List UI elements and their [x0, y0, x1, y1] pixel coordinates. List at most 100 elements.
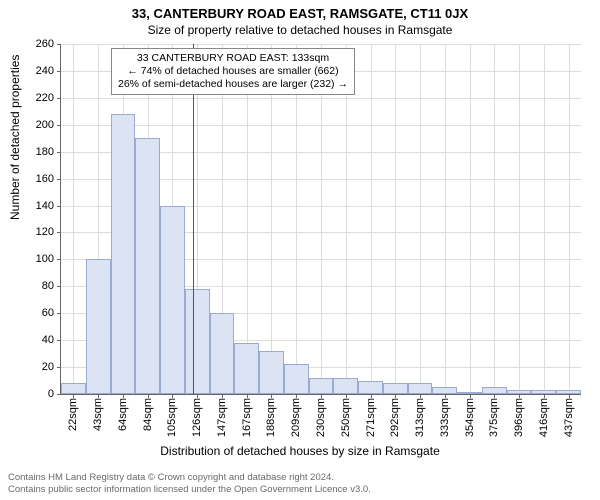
ytick-mark — [57, 71, 61, 72]
histogram-bar — [457, 392, 482, 394]
ytick-mark — [57, 179, 61, 180]
title-sub: Size of property relative to detached ho… — [0, 21, 600, 37]
ytick-mark — [57, 340, 61, 341]
gridline-v — [296, 44, 297, 394]
ytick-label: 200 — [0, 119, 54, 131]
ytick-label: 120 — [0, 226, 54, 238]
ytick-mark — [57, 286, 61, 287]
ytick-label: 160 — [0, 173, 54, 185]
ytick-label: 180 — [0, 146, 54, 158]
histogram-bar — [309, 378, 334, 394]
xtick-label: 209sqm — [290, 398, 302, 437]
ytick-label: 220 — [0, 92, 54, 104]
xtick-label: 396sqm — [513, 398, 525, 437]
histogram-bar — [185, 289, 210, 394]
xtick-label: 43sqm — [92, 398, 104, 431]
histogram-bar — [556, 390, 581, 394]
ytick-mark — [57, 394, 61, 395]
ytick-mark — [57, 152, 61, 153]
xtick-label: 64sqm — [117, 398, 129, 431]
x-axis-label: Distribution of detached houses by size … — [0, 444, 600, 458]
gridline-v — [395, 44, 396, 394]
xtick-label: 354sqm — [464, 398, 476, 437]
chart-container: 33, CANTERBURY ROAD EAST, RAMSGATE, CT11… — [0, 0, 600, 500]
footer-line2: Contains public sector information licen… — [8, 484, 371, 496]
histogram-bar — [210, 313, 235, 394]
gridline-v — [445, 44, 446, 394]
annotation-box: 33 CANTERBURY ROAD EAST: 133sqm← 74% of … — [111, 48, 355, 95]
xtick-label: 105sqm — [166, 398, 178, 437]
xtick-label: 271sqm — [365, 398, 377, 437]
histogram-bar — [160, 206, 185, 394]
ytick-label: 100 — [0, 253, 54, 265]
chart-area: 22sqm43sqm64sqm84sqm105sqm126sqm147sqm16… — [60, 44, 580, 394]
ytick-label: 40 — [0, 334, 54, 346]
histogram-bar — [61, 383, 86, 394]
histogram-bar — [86, 259, 111, 394]
ytick-mark — [57, 259, 61, 260]
histogram-bar — [432, 387, 457, 394]
ytick-mark — [57, 367, 61, 368]
histogram-bar — [259, 351, 284, 394]
ytick-label: 60 — [0, 307, 54, 319]
xtick-label: 416sqm — [538, 398, 550, 437]
histogram-bar — [383, 383, 408, 394]
footer-line1: Contains HM Land Registry data © Crown c… — [8, 472, 371, 484]
xtick-label: 292sqm — [389, 398, 401, 437]
ytick-label: 0 — [0, 388, 54, 400]
gridline-v — [346, 44, 347, 394]
histogram-bar — [333, 378, 358, 394]
ytick-mark — [57, 125, 61, 126]
ytick-label: 240 — [0, 65, 54, 77]
ytick-mark — [57, 232, 61, 233]
xtick-label: 126sqm — [191, 398, 203, 437]
gridline-v — [544, 44, 545, 394]
xtick-label: 84sqm — [142, 398, 154, 431]
histogram-bar — [234, 343, 259, 394]
property-marker-line — [193, 44, 194, 394]
histogram-bar — [482, 387, 507, 394]
xtick-label: 147sqm — [216, 398, 228, 437]
histogram-bar — [111, 114, 136, 394]
ytick-label: 80 — [0, 280, 54, 292]
gridline-v — [519, 44, 520, 394]
ytick-mark — [57, 206, 61, 207]
title-main: 33, CANTERBURY ROAD EAST, RAMSGATE, CT11… — [0, 0, 600, 21]
gridline-v — [321, 44, 322, 394]
ytick-label: 20 — [0, 361, 54, 373]
ytick-mark — [57, 44, 61, 45]
xtick-label: 230sqm — [315, 398, 327, 437]
gridline-v — [569, 44, 570, 394]
ytick-label: 260 — [0, 38, 54, 50]
xtick-label: 437sqm — [563, 398, 575, 437]
xtick-label: 250sqm — [340, 398, 352, 437]
annotation-line: ← 74% of detached houses are smaller (66… — [118, 65, 348, 78]
y-axis-label: Number of detached properties — [8, 55, 22, 220]
annotation-line: 26% of semi-detached houses are larger (… — [118, 78, 348, 91]
gridline-v — [470, 44, 471, 394]
histogram-bar — [408, 383, 433, 394]
ytick-mark — [57, 313, 61, 314]
footer-attribution: Contains HM Land Registry data © Crown c… — [8, 472, 371, 496]
xtick-label: 188sqm — [265, 398, 277, 437]
xtick-label: 375sqm — [488, 398, 500, 437]
annotation-line: 33 CANTERBURY ROAD EAST: 133sqm — [118, 52, 348, 65]
histogram-bar — [135, 138, 160, 394]
histogram-bar — [284, 364, 309, 394]
plot: 22sqm43sqm64sqm84sqm105sqm126sqm147sqm16… — [60, 44, 581, 395]
histogram-bar — [507, 390, 532, 394]
ytick-label: 140 — [0, 200, 54, 212]
histogram-bar — [531, 390, 556, 394]
ytick-mark — [57, 98, 61, 99]
gridline-v — [271, 44, 272, 394]
xtick-label: 333sqm — [439, 398, 451, 437]
xtick-label: 167sqm — [241, 398, 253, 437]
gridline-v — [73, 44, 74, 394]
histogram-bar — [358, 381, 383, 394]
gridline-v — [420, 44, 421, 394]
gridline-v — [494, 44, 495, 394]
xtick-label: 22sqm — [67, 398, 79, 431]
gridline-v — [247, 44, 248, 394]
gridline-v — [371, 44, 372, 394]
xtick-label: 313sqm — [414, 398, 426, 437]
